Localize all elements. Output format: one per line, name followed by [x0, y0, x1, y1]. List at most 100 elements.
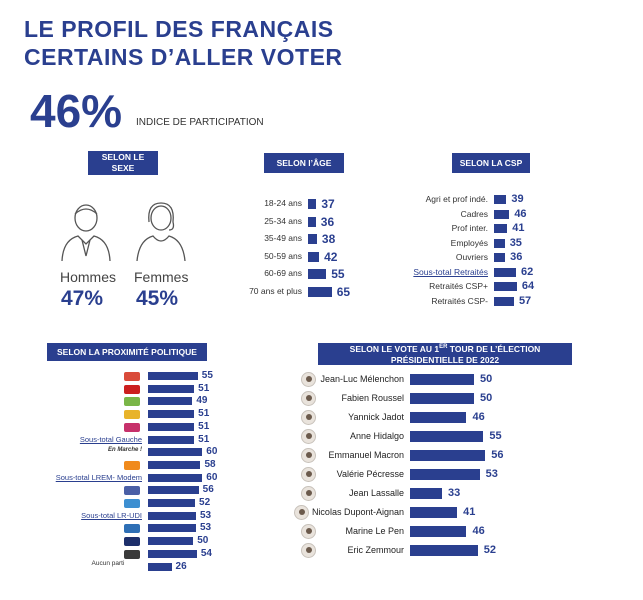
age-value: 55 [331, 267, 345, 281]
csp-bar [494, 267, 517, 277]
vote-bar [410, 545, 478, 556]
proximite-bar [148, 549, 197, 558]
proximite-bar [148, 384, 195, 393]
vote-value: 50 [480, 373, 493, 385]
candidate-avatar-icon [301, 391, 316, 406]
age-bar [308, 251, 320, 262]
vote-value: 53 [485, 468, 498, 480]
party-logo-icon [124, 499, 140, 508]
proximite-bar [148, 524, 196, 533]
vote-value: 55 [489, 430, 502, 442]
participation-label: INDICE DE PARTICIPATION [136, 117, 264, 128]
proximite-bar [148, 537, 194, 546]
proximite-value: 54 [200, 547, 212, 559]
csp-value: 62 [521, 265, 534, 278]
csp-row-label: Sous-total Retraités [413, 266, 488, 277]
proximite-value: 58 [204, 458, 216, 470]
candidate-avatar-icon [301, 410, 316, 425]
woman-icon [136, 202, 186, 262]
candidate-avatar-icon [294, 505, 309, 520]
proximite-value: 51 [198, 433, 210, 445]
candidate-avatar-icon [301, 524, 316, 539]
candidate-label: Nicolas Dupont-Aignan [311, 507, 404, 517]
proximite-value: 53 [199, 522, 212, 534]
proximite-row-label: Sous-total LR-UDI [81, 510, 142, 520]
page-title-line2: CERTAINS D’ALLER VOTER [24, 44, 343, 70]
proximite-bar [148, 372, 198, 380]
party-logo-icon [124, 537, 140, 547]
party-logo-icon [124, 460, 140, 470]
header-vote-pre: SELON LE VOTE AU 1 [349, 343, 440, 354]
participation-value: 46% [30, 85, 123, 137]
csp-bar [494, 253, 506, 262]
proximite-value: 51 [198, 382, 210, 394]
proximite-bar [148, 460, 201, 469]
proximite-bar [148, 422, 195, 431]
vote-value: 33 [448, 487, 461, 499]
age-row-label: 60-69 ans [264, 268, 302, 278]
vote-bar [410, 526, 467, 537]
age-row-label: 25-34 ans [264, 215, 302, 226]
party-logo-icon [124, 549, 140, 559]
candidate-label: Fabien Roussel [341, 393, 404, 403]
proximite-value: 53 [199, 509, 212, 521]
vote-value: 46 [472, 525, 485, 537]
header-vote: SELON LE VOTE AU 1ER TOUR DE L’ÉLECTION … [318, 343, 572, 365]
header-vote-sup: ER [439, 344, 448, 351]
csp-row-label: Employés [450, 237, 488, 248]
age-bar [308, 234, 317, 244]
candidate-avatar-icon [301, 486, 316, 501]
vote-value: 46 [472, 411, 485, 423]
header-vote-post: TOUR DE L’ÉLECTION PRÉSIDENTIELLE DE 202… [390, 343, 541, 365]
proximite-bar [148, 397, 193, 406]
vote-bar [410, 431, 484, 442]
csp-row-label: Prof inter. [451, 223, 488, 233]
vote-value: 56 [491, 449, 504, 461]
age-bar [308, 199, 317, 209]
proximite-value: 60 [206, 471, 218, 483]
gender-value-hommes: 47% [61, 287, 104, 310]
proximite-value: 51 [198, 420, 210, 432]
vote-bar [410, 450, 486, 461]
proximite-value: 55 [201, 370, 213, 381]
party-logo-icon [124, 384, 140, 394]
header-age: SELON l’ÂGE [264, 153, 344, 173]
candidate-avatar-icon [301, 543, 316, 558]
vote-value: 52 [483, 544, 496, 556]
age-value: 42 [324, 249, 338, 264]
proximite-value: 51 [198, 408, 210, 420]
header-proximite: SELON LA PROXIMITÉ POLITIQUE [47, 343, 207, 361]
proximite-value: 60 [206, 446, 218, 458]
proximite-bar [148, 435, 195, 444]
vote-value: 50 [480, 392, 493, 404]
csp-row-label: Agri et prof indé. [425, 194, 488, 204]
page-title-line1: LE PROFIL DES FRANÇAIS [24, 16, 334, 42]
proximite-bar [148, 511, 196, 520]
proximite-bar [148, 499, 196, 507]
csp-row-label: Cadres [460, 208, 488, 219]
csp-bar [494, 195, 507, 204]
csp-value: 64 [521, 280, 535, 292]
vote-bar [410, 469, 480, 480]
party-logo-icon [124, 410, 140, 420]
age-row-label: 70 ans et plus [249, 285, 302, 296]
vote-bar [410, 374, 474, 385]
vote-value: 41 [463, 506, 476, 518]
csp-bar [494, 209, 510, 219]
csp-value: 36 [510, 251, 523, 263]
csp-row-label: Retraités CSP+ [429, 281, 488, 291]
man-icon [61, 204, 111, 262]
age-bar [308, 286, 332, 297]
party-logo-icon [124, 524, 140, 534]
proximite-value: 50 [197, 535, 209, 547]
candidate-label: Jean-Luc Mélenchon [320, 374, 404, 384]
party-logo-icon [124, 486, 140, 496]
candidate-label: Marine Le Pen [345, 526, 404, 536]
proximite-row-label: Sous-total LREM- Modem [55, 472, 142, 482]
csp-value: 41 [512, 222, 525, 234]
vote-bar [410, 507, 458, 518]
proximite-bar [148, 486, 199, 495]
candidate-label: Eric Zemmour [347, 545, 404, 555]
age-value: 37 [321, 197, 335, 211]
csp-value: 39 [511, 193, 524, 205]
